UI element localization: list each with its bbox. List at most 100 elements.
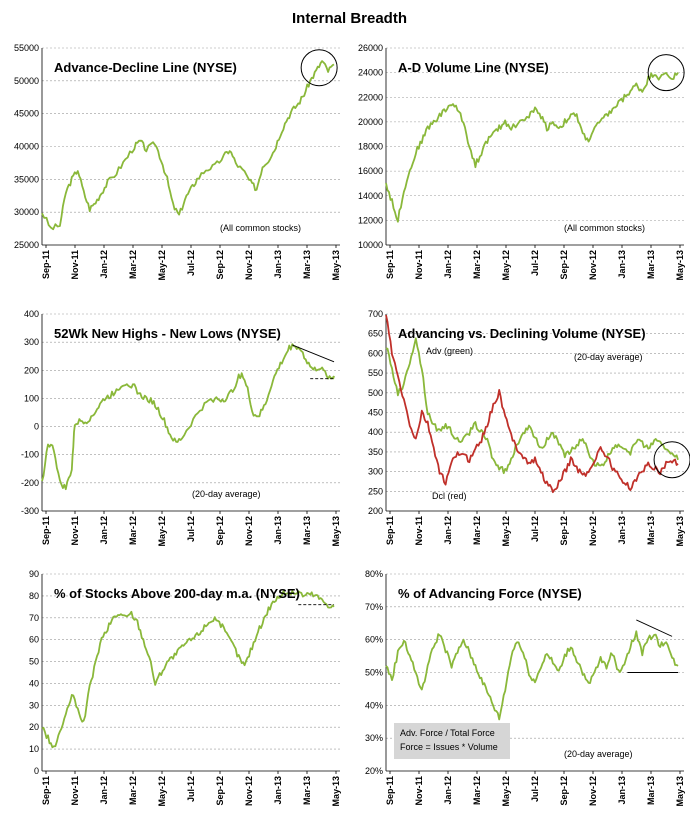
chart-annotation: Adv (green) <box>426 346 473 356</box>
x-tick-label: Sep-12 <box>215 250 225 280</box>
x-tick-label: Sep-11 <box>41 776 51 805</box>
chart-panel-adv: 10000 12000 14000 16000 18000 20000 22000 24000… <box>350 40 690 298</box>
x-tick-label: Sep-11 <box>385 516 395 545</box>
y-tick-label: 30% <box>365 733 383 743</box>
x-tick-label: Nov-11 <box>70 516 80 546</box>
y-tick-label: 40% <box>365 700 383 710</box>
y-tick-label: 50 <box>29 657 39 667</box>
page-title: Internal Breadth <box>291 10 408 27</box>
x-tick-label: Sep-11 <box>41 250 51 279</box>
y-tick-label: 20000 <box>358 117 383 127</box>
series-line-adv <box>385 337 679 475</box>
x-tick-label: Jan-12 <box>99 776 109 805</box>
chart-panel-advforce: 20% 30% 40% 50% 60% 70% 80% Sep-11 Nov-11 Jan-12 M… <box>350 566 690 824</box>
y-tick-label: 0 <box>34 766 39 776</box>
y-tick-label: 30000 <box>14 207 39 217</box>
x-tick-label: May-13 <box>675 250 685 281</box>
x-tick-label: Jan-13 <box>273 250 283 279</box>
x-tick-label: Sep-12 <box>559 516 569 546</box>
y-tick-label: 80% <box>365 569 383 579</box>
x-tick-label: Mar-12 <box>128 250 138 279</box>
x-tick-label: May-13 <box>675 776 685 807</box>
chart-panel-adl: 25000 30000 35000 40000 45000 50000 55000 Sep-1… <box>6 40 346 298</box>
y-tick-label: 20 <box>29 722 39 732</box>
x-tick-label: Mar-13 <box>302 516 312 545</box>
highlight-circle <box>647 54 685 92</box>
x-tick-label: Jan-12 <box>99 516 109 545</box>
y-tick-label: -200 <box>21 478 39 488</box>
y-tick-label: 22000 <box>358 92 383 102</box>
y-tick-label: 24000 <box>358 68 383 78</box>
x-tick-label: Nov-11 <box>414 516 424 546</box>
highlight-circle <box>653 441 690 479</box>
chart-title: 52Wk New Highs - New Lows (NYSE) <box>54 326 281 341</box>
y-tick-label: 250 <box>368 486 383 496</box>
chart-title: % of Advancing Force (NYSE) <box>398 586 582 601</box>
x-tick-label: May-13 <box>331 516 341 547</box>
x-tick-label: Jan-12 <box>443 250 453 279</box>
x-tick-label: Nov-12 <box>244 250 254 280</box>
series-line-dcl <box>385 314 679 494</box>
x-tick-label: Nov-12 <box>244 516 254 546</box>
chart-title: Advancing vs. Declining Volume (NYSE) <box>398 326 646 341</box>
y-tick-label: 40000 <box>14 142 39 152</box>
y-tick-label: 350 <box>368 447 383 457</box>
trendline <box>292 344 335 363</box>
y-tick-label: 70% <box>365 602 383 612</box>
y-tick-label: 100 <box>24 393 39 403</box>
y-tick-label: 16000 <box>358 166 383 176</box>
x-tick-label: May-12 <box>501 516 511 547</box>
x-tick-label: May-12 <box>157 776 167 807</box>
y-tick-label: 50000 <box>14 76 39 86</box>
x-tick-label: Sep-12 <box>559 250 569 280</box>
chart-panel-pct200: 0 10 20 30 40 50 60 70 80 90 Sep-11 Nov-11 Jan-12 Mar… <box>6 566 346 824</box>
x-tick-label: Jul-12 <box>530 776 540 802</box>
y-tick-label: 12000 <box>358 215 383 225</box>
x-tick-label: Nov-12 <box>244 776 254 806</box>
x-tick-label: Nov-11 <box>70 776 80 806</box>
x-tick-label: Mar-12 <box>128 776 138 805</box>
x-tick-label: Jan-13 <box>617 250 627 279</box>
x-tick-label: Nov-11 <box>414 250 424 280</box>
x-tick-label: Mar-12 <box>128 516 138 545</box>
x-tick-label: Sep-12 <box>215 516 225 546</box>
y-tick-label: 400 <box>368 427 383 437</box>
y-tick-label: 300 <box>24 337 39 347</box>
x-tick-label: Mar-13 <box>646 250 656 279</box>
y-tick-label: 55000 <box>14 43 39 53</box>
x-tick-label: Mar-13 <box>302 250 312 279</box>
y-tick-label: 200 <box>24 365 39 375</box>
x-tick-label: Jul-12 <box>186 516 196 542</box>
x-tick-label: Nov-12 <box>588 776 598 806</box>
x-tick-label: Jan-13 <box>617 776 627 805</box>
x-tick-label: Nov-12 <box>588 516 598 546</box>
y-tick-label: 450 <box>368 408 383 418</box>
x-tick-label: Nov-11 <box>70 250 80 280</box>
chart-annotation: (20-day average) <box>564 749 633 759</box>
y-tick-label: 90 <box>29 569 39 579</box>
y-tick-label: 0 <box>34 422 39 432</box>
formula-text: Adv. Force / Total Force <box>400 728 495 738</box>
x-tick-label: Jul-12 <box>186 250 196 276</box>
y-tick-label: 60% <box>365 635 383 645</box>
x-tick-label: Jan-12 <box>443 776 453 805</box>
chart-title: % of Stocks Above 200-day m.a. (NYSE) <box>54 586 300 601</box>
y-tick-label: 40 <box>29 678 39 688</box>
y-tick-label: 18000 <box>358 142 383 152</box>
chart-annotation: (All common stocks) <box>220 223 301 233</box>
y-tick-label: 200 <box>368 506 383 516</box>
x-tick-label: Sep-12 <box>559 776 569 806</box>
x-tick-label: May-13 <box>331 250 341 281</box>
y-tick-label: 30 <box>29 700 39 710</box>
chart-annotation: (20-day average) <box>574 352 643 362</box>
chart-svg: 0 10 20 30 40 50 60 70 80 90 Sep-11 Nov-11 Jan-12 Mar… <box>29 569 341 807</box>
y-tick-label: 700 <box>368 309 383 319</box>
x-tick-label: Jan-13 <box>617 516 627 545</box>
series-line-green <box>41 60 335 231</box>
series-line-green <box>41 343 335 491</box>
x-tick-label: Jan-13 <box>273 776 283 805</box>
highlight-circle <box>300 49 338 87</box>
chart-title: A-D Volume Line (NYSE) <box>398 60 549 75</box>
x-tick-label: Mar-12 <box>472 516 482 545</box>
y-tick-label: 20% <box>365 766 383 776</box>
